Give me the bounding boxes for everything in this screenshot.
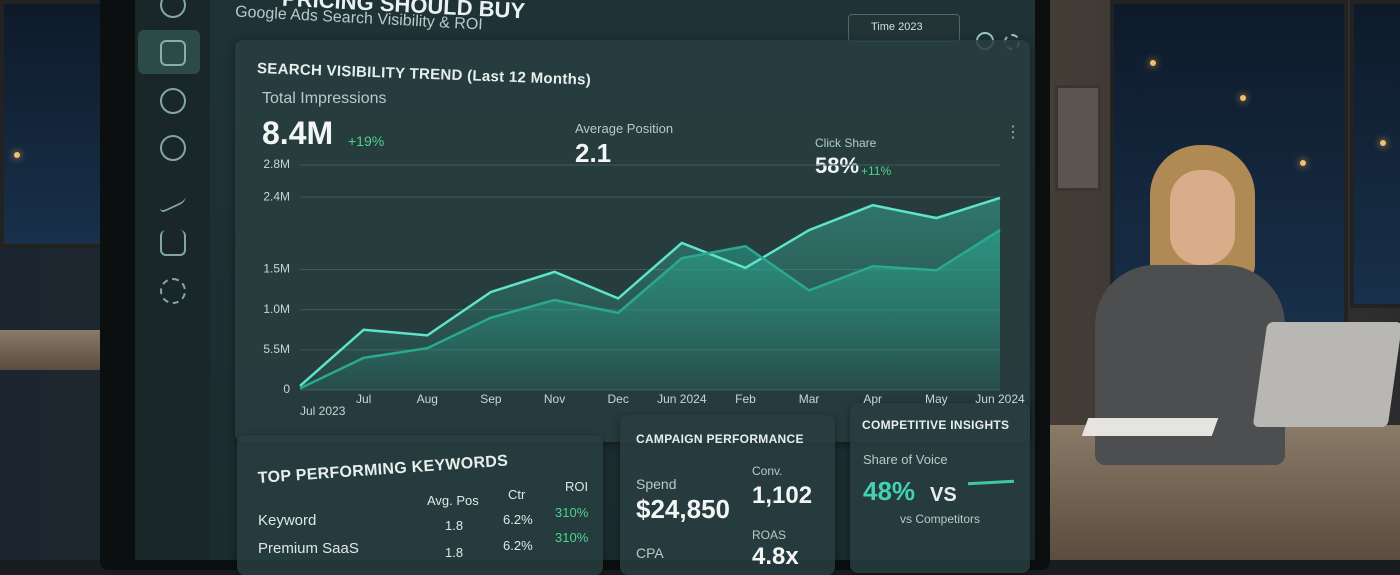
wall-frame <box>1055 85 1101 191</box>
y-tick-label: 2.8M <box>263 157 290 171</box>
bars-icon[interactable] <box>160 230 186 256</box>
y-tick-label: 1.5M <box>263 262 290 276</box>
city-light <box>1240 95 1246 101</box>
campaign-card <box>620 415 835 575</box>
kpi-value: 8.4M <box>262 115 334 151</box>
x-tick-label: May <box>925 392 948 406</box>
table-cell: 310% <box>555 505 589 520</box>
campaign-title: CAMPAIGN PERFORMANCE <box>636 432 804 446</box>
person-face <box>1170 170 1235 265</box>
city-light <box>1150 60 1156 66</box>
series-line <box>299 196 1001 387</box>
search-icon[interactable] <box>160 0 186 18</box>
competitive-note: vs Competitors <box>900 512 981 526</box>
date-filter-label: Time 2023 <box>871 21 923 33</box>
kpi-change: +11% <box>861 164 892 178</box>
x-tick-label: Jul 2023 <box>300 404 346 418</box>
trend-chart: 0 5.5M 1.0M 1.5M 2.4M 2.8M Jul 2023 Jul Aug Sep No… <box>263 157 1025 418</box>
x-tick-label: Aug <box>417 392 438 406</box>
x-tick-label: Feb <box>735 392 756 406</box>
kpi-value: 2.1 <box>575 138 612 168</box>
competitive-value: 48% <box>863 476 916 506</box>
series-line <box>299 229 1001 390</box>
competitive-vs: VS <box>930 484 957 506</box>
metric-label: ROAS <box>752 528 787 542</box>
desk <box>0 330 100 370</box>
table-cell: Premium SaaS <box>258 540 359 557</box>
dashboard-icon[interactable] <box>160 40 186 66</box>
competitive-title: COMPETITIVE INSIGHTS <box>862 418 1010 432</box>
table-cell: 1.8 <box>445 545 464 560</box>
metric-label: Conv. <box>752 464 783 478</box>
city-light <box>14 152 20 158</box>
area-fill <box>300 230 1000 390</box>
x-tick-label: Jun 2024 <box>975 392 1025 406</box>
kpi-label: Click Share <box>815 136 877 150</box>
x-tick-label: Jun 2024 <box>657 392 707 406</box>
x-tick-label: Apr <box>863 392 882 406</box>
column-header: Avg. Pos <box>427 493 479 508</box>
keywords-card <box>237 435 603 575</box>
y-tick-label: 5.5M <box>263 342 290 356</box>
y-tick-label: 2.4M <box>263 189 290 203</box>
table-cell: 1.8 <box>445 518 464 533</box>
kpi-change: +19% <box>348 133 385 149</box>
card-menu[interactable]: ⋮ <box>1005 124 1021 141</box>
metric-label: Spend <box>636 476 677 492</box>
nodes-icon[interactable] <box>160 88 186 114</box>
x-tick-label: Mar <box>799 392 820 406</box>
kpi-label: Average Position <box>575 121 674 136</box>
column-header: Ctr <box>508 487 526 502</box>
city-light <box>1300 160 1306 166</box>
window <box>1350 0 1400 308</box>
settings-icon[interactable] <box>160 278 186 304</box>
x-tick-label: Sep <box>480 392 502 406</box>
city-light <box>1380 140 1386 146</box>
competitive-card <box>850 403 1030 573</box>
competitive-label: Share of Voice <box>863 452 948 467</box>
table-cell: 310% <box>555 530 589 545</box>
x-tick-label: Dec <box>608 392 629 406</box>
y-tick-label: 1.0M <box>263 302 290 316</box>
metric-value: 1,102 <box>752 482 813 509</box>
table-cell: 6.2% <box>503 512 533 527</box>
table-cell: 6.2% <box>503 538 533 553</box>
history-icon[interactable] <box>160 135 186 161</box>
metric-label: CPA <box>636 545 664 561</box>
x-tick-label: Jul <box>356 392 371 406</box>
x-tick-label: Nov <box>544 392 565 406</box>
metric-value: $24,850 <box>636 494 730 524</box>
kpi-label: Total Impressions <box>262 90 387 107</box>
table-cell: Keyword <box>258 512 317 529</box>
y-tick-label: 0 <box>283 382 290 396</box>
column-header: ROI <box>565 479 589 494</box>
nav-active <box>138 30 200 74</box>
